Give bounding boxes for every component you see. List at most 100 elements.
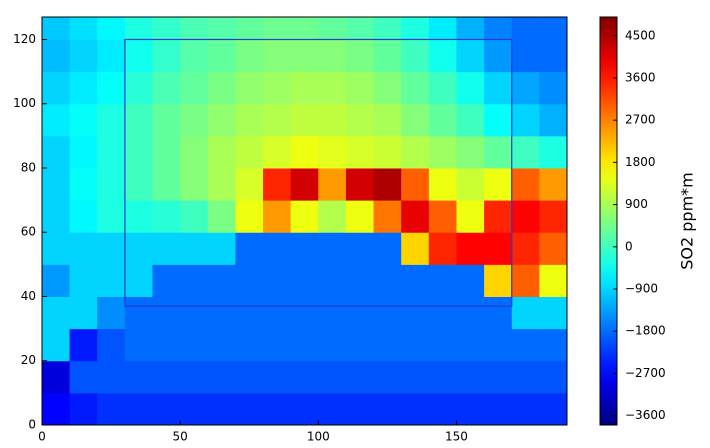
cell <box>539 392 567 425</box>
cell <box>290 264 319 297</box>
x-tick-label: 100 <box>307 430 330 444</box>
cell <box>511 17 540 40</box>
cell <box>97 264 126 297</box>
cell <box>428 103 457 137</box>
cell <box>263 392 292 425</box>
cell <box>345 71 375 105</box>
cell <box>373 328 402 362</box>
cell <box>401 17 430 40</box>
cell <box>97 392 126 425</box>
cell <box>207 296 236 330</box>
cell <box>401 328 430 362</box>
cell <box>401 264 430 297</box>
colorbar-label: SO2 ppm*m <box>678 172 697 270</box>
cell <box>69 17 98 40</box>
cell <box>97 39 126 73</box>
cell <box>539 296 567 330</box>
cell <box>180 39 209 73</box>
cell <box>263 17 292 40</box>
cell <box>318 103 347 137</box>
cell <box>290 232 319 265</box>
cell <box>345 167 375 201</box>
cell <box>511 264 540 297</box>
cell <box>318 135 347 169</box>
cell <box>263 167 292 201</box>
cell <box>152 392 181 425</box>
cell <box>345 232 375 265</box>
cell <box>207 328 236 362</box>
cell <box>69 232 98 265</box>
cell <box>539 103 567 137</box>
cell <box>428 17 457 40</box>
cell <box>207 167 236 201</box>
cell <box>456 264 485 297</box>
cell <box>345 135 375 169</box>
cell <box>180 71 209 105</box>
colorbar-tick-label: −2700 <box>625 366 666 380</box>
y-tick-label: 120 <box>13 32 36 46</box>
x-tick-label: 50 <box>173 430 188 444</box>
cell <box>401 71 430 105</box>
cell <box>42 39 71 73</box>
cell <box>345 296 375 330</box>
cell <box>373 360 402 394</box>
colorbar-tick-label: 4500 <box>625 28 656 42</box>
cell <box>235 103 264 137</box>
cell <box>207 39 236 73</box>
cell <box>152 296 181 330</box>
cell <box>42 200 71 233</box>
cell <box>124 17 154 40</box>
cell <box>318 71 347 105</box>
cell <box>235 360 264 394</box>
cell <box>373 71 402 105</box>
colorbar-tick-label: 3600 <box>625 70 656 84</box>
cell <box>401 200 430 233</box>
cell <box>152 264 181 297</box>
cell <box>484 360 513 394</box>
cell <box>456 167 485 201</box>
cell <box>456 232 485 265</box>
cell <box>428 135 457 169</box>
cell <box>180 17 209 40</box>
cell <box>318 360 347 394</box>
cell <box>484 103 513 137</box>
cell <box>69 135 98 169</box>
cell <box>42 360 71 394</box>
cell <box>318 328 347 362</box>
cell <box>235 296 264 330</box>
cell <box>124 328 154 362</box>
colorbar-tick-label: −1800 <box>625 324 666 338</box>
cell <box>456 135 485 169</box>
cell <box>290 296 319 330</box>
cell <box>42 71 71 105</box>
cell <box>97 328 126 362</box>
colorbar-tick-label: 900 <box>625 197 648 211</box>
y-tick-label: 20 <box>21 353 36 367</box>
cell <box>539 360 567 394</box>
cell <box>235 264 264 297</box>
cell <box>152 71 181 105</box>
plot-frame <box>41 16 568 426</box>
y-tick-label: 60 <box>21 225 36 239</box>
cell <box>152 200 181 233</box>
cell <box>42 328 71 362</box>
cell <box>345 264 375 297</box>
cell <box>539 17 567 40</box>
cell <box>180 167 209 201</box>
field <box>42 17 567 425</box>
cell <box>428 39 457 73</box>
cell <box>235 71 264 105</box>
cell <box>263 232 292 265</box>
cell <box>180 328 209 362</box>
cell <box>97 135 126 169</box>
cell <box>290 360 319 394</box>
cell <box>511 103 540 137</box>
cell <box>290 200 319 233</box>
cell <box>124 232 154 265</box>
cell <box>539 167 567 201</box>
cell <box>180 360 209 394</box>
cell <box>263 71 292 105</box>
cell <box>511 360 540 394</box>
cell <box>152 167 181 201</box>
cell <box>124 296 154 330</box>
